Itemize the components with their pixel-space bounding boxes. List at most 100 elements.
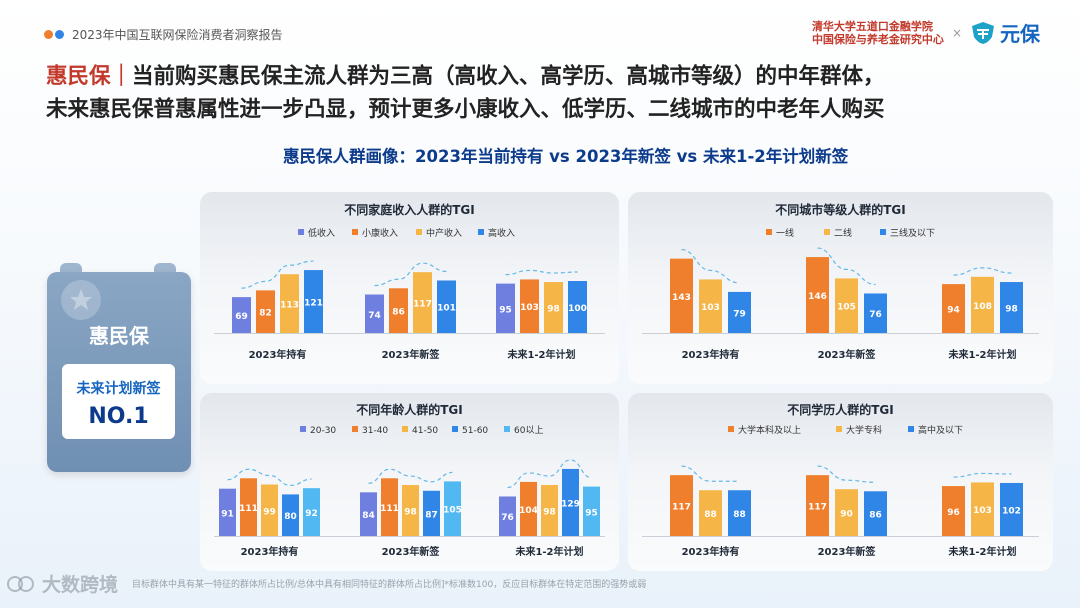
chart-panel-city: 不同城市等级人群的TGI 一线 二线 三线及以下 143 103 79 2023年持有 146 1… xyxy=(628,192,1053,384)
bar xyxy=(219,488,236,536)
bar xyxy=(402,485,419,536)
data-label: 95 xyxy=(585,508,598,518)
bar xyxy=(520,481,537,536)
legend-swatch xyxy=(824,229,830,235)
bar xyxy=(520,279,539,333)
institution-line1: 清华大学五道口金融学院 xyxy=(811,19,933,33)
card-rank-label: 未来计划新签 xyxy=(76,381,161,397)
legend-label: 60以上 xyxy=(514,425,543,436)
bar xyxy=(365,294,384,333)
trend-dash-line xyxy=(681,249,740,284)
logo-dots-icon xyxy=(44,30,64,39)
legend-swatch xyxy=(880,229,886,235)
legend-item: 大学本科及以上 xyxy=(728,424,801,436)
legend-swatch xyxy=(836,426,842,432)
headline-line2: 未来惠民保普惠属性进一步凸显，预计更多小康收入、低学历、二线城市的中老年人购买 xyxy=(46,97,885,122)
legend-item: 20-30 xyxy=(300,426,336,436)
data-label: 96 xyxy=(947,508,960,518)
legend-label: 三线及以下 xyxy=(890,227,935,239)
data-label: 101 xyxy=(437,304,456,314)
legend-label: 41-50 xyxy=(412,426,438,436)
legend-item: 大学专科 xyxy=(836,424,882,436)
data-label: 86 xyxy=(392,308,405,318)
chart-title: 不同学历人群的TGI xyxy=(787,402,894,417)
data-label: 99 xyxy=(263,507,276,517)
bar xyxy=(699,279,722,333)
legend-item: 三线及以下 xyxy=(880,227,935,239)
data-label: 69 xyxy=(235,312,248,322)
data-label: 98 xyxy=(547,305,560,315)
bar xyxy=(381,478,398,536)
legend-item: 小康收入 xyxy=(352,227,398,239)
yuanbao-logo: 元保 xyxy=(970,18,1040,47)
category-label: 2023年持有 xyxy=(682,348,740,361)
category-label: 2023年新签 xyxy=(818,348,877,361)
legend-swatch xyxy=(352,426,358,432)
bar xyxy=(806,475,829,536)
footnote: 目标群体中具有某一特征的群体所占比例/总体中具有相同特征的群体所占比例]*标准数… xyxy=(132,580,647,590)
partner-name: 元保 xyxy=(1000,22,1040,46)
legend-swatch xyxy=(416,229,422,235)
bar xyxy=(971,482,994,536)
legend-label: 20-30 xyxy=(310,426,336,436)
bar xyxy=(864,491,887,536)
bar xyxy=(389,288,408,333)
bar xyxy=(544,282,563,333)
legend-swatch xyxy=(300,426,306,432)
chart-title: 不同家庭收入人群的TGI xyxy=(344,202,475,217)
trend-dash-line xyxy=(368,468,453,484)
category-label: 2023年新签 xyxy=(382,545,441,558)
legend-label: 一线 xyxy=(776,227,794,239)
data-label: 82 xyxy=(259,309,272,319)
data-label: 98 xyxy=(1005,305,1018,315)
bar xyxy=(583,486,600,536)
product-card: 惠民保 未来计划新签 NO.1 xyxy=(47,272,191,472)
separator: × xyxy=(951,25,962,40)
legend-item: 60以上 xyxy=(504,425,543,436)
bar xyxy=(568,281,587,333)
headline-brand: 惠民保 xyxy=(46,64,111,89)
data-label: 76 xyxy=(869,310,882,320)
headline: 惠民保｜当前购买惠民保主流人群为三高（高收入、高学历、高城市等级）的中年群体， … xyxy=(46,60,1056,126)
legend-item: 二线 xyxy=(824,227,852,239)
report-title: 2023年中国互联网保险消费者洞察报告 xyxy=(72,28,283,42)
section-subtitle: 惠民保人群画像：2023年当前持有 vs 2023年新签 vs 未来1-2年计划… xyxy=(283,147,849,166)
age-tgi-chart: 不同年龄人群的TGI 20-30 31-40 41-50 51-60 60以上 91 111 9… xyxy=(214,402,605,558)
trend-dash-line xyxy=(953,267,1012,276)
legend-label: 31-40 xyxy=(362,426,388,436)
legend-swatch xyxy=(908,426,914,432)
data-label: 98 xyxy=(543,508,556,518)
data-label: 94 xyxy=(947,306,960,316)
legend-item: 中产收入 xyxy=(416,227,462,239)
trend-dash-line xyxy=(374,262,447,287)
bar xyxy=(280,274,299,333)
data-label: 111 xyxy=(239,504,258,514)
data-label: 121 xyxy=(304,299,323,309)
legend-swatch xyxy=(478,229,484,235)
data-label: 103 xyxy=(973,506,992,516)
legend-label: 低收入 xyxy=(308,227,335,239)
bar xyxy=(496,283,515,333)
bar xyxy=(240,478,257,536)
chart-panel-age: 不同年龄人群的TGI 20-30 31-40 41-50 51-60 60以上 91 111 9… xyxy=(200,393,619,571)
data-label: 108 xyxy=(973,302,992,312)
city-tgi-chart: 不同城市等级人群的TGI 一线 二线 三线及以下 143 103 79 2023年持有 146 1… xyxy=(642,202,1039,361)
headline-line1: 惠民保｜当前购买惠民保主流人群为三高（高收入、高学历、高城市等级）的中年群体， xyxy=(46,60,1056,93)
trend-dash-line xyxy=(241,260,314,289)
headline-divider: ｜ xyxy=(110,64,133,89)
data-label: 88 xyxy=(733,510,746,520)
category-label: 2023年持有 xyxy=(241,545,299,558)
card-title: 惠民保 xyxy=(89,324,149,348)
bar xyxy=(282,494,299,536)
shield-logo-icon xyxy=(972,21,994,44)
trend-dash-line xyxy=(953,472,1012,478)
bar xyxy=(942,486,965,536)
category-label: 2023年持有 xyxy=(682,545,740,558)
category-label: 未来1-2年计划 xyxy=(506,348,575,361)
legend-label: 高收入 xyxy=(488,227,515,239)
bar xyxy=(699,490,722,536)
data-label: 117 xyxy=(672,503,691,513)
bar xyxy=(728,490,751,536)
legend-label: 大学本科及以上 xyxy=(738,424,801,436)
category-label: 未来1-2年计划 xyxy=(514,545,583,558)
